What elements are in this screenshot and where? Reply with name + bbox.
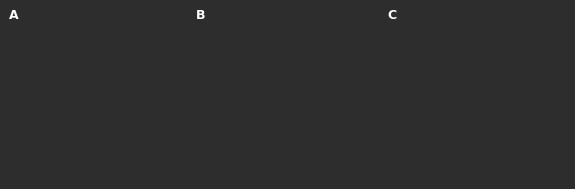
Text: C: C: [388, 9, 397, 22]
Text: B: B: [196, 9, 205, 22]
Text: A: A: [9, 9, 19, 22]
